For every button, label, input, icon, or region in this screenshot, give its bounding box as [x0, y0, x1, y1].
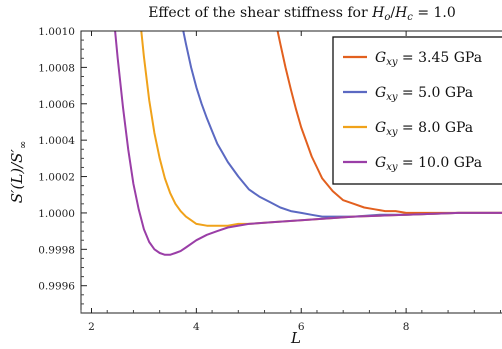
legend-entry-4: Gxy = 10.0 GPa: [375, 155, 482, 173]
x-tick-label: 2: [88, 321, 95, 333]
plot-area: [114, 31, 502, 256]
y-tick-label: 1.0006: [38, 99, 75, 111]
y-tick-label: 1.0010: [38, 26, 75, 38]
x-tick-label: 6: [298, 321, 305, 333]
y-tick-label: 1.0008: [38, 62, 75, 74]
y-tick-label: 0.9998: [38, 244, 75, 256]
x-axis-label: L: [290, 329, 301, 347]
series-line-4: [114, 31, 502, 256]
legend-entry-2: Gxy = 5.0 GPa: [375, 85, 473, 103]
series-layer: [114, 31, 502, 256]
y-axis: 0.9996 0.9998 1.0000 1.0002 1.0004 1.0006 1.00…: [38, 26, 87, 305]
legend: Gxy = 3.45 GPa Gxy = 5.0 GPa Gxy = 8.0 GPa…: [332, 36, 502, 185]
x-tick-label: 8: [403, 321, 410, 333]
chart-title: Effect of the shear stiffness for Ho/Hc …: [148, 5, 456, 23]
legend-box: [332, 36, 502, 185]
x-tick-label: 4: [193, 321, 200, 333]
legend-entry-3: Gxy = 8.0 GPa: [375, 120, 473, 138]
y-axis-label: S′(L)/S′∞: [8, 141, 29, 203]
legend-entry-1: Gxy = 3.45 GPa: [375, 50, 482, 68]
y-tick-label: 1.0000: [38, 208, 75, 220]
y-tick-label: 1.0002: [38, 172, 75, 184]
plot-frame: [80, 30, 502, 314]
y-tick-label: 0.9996: [38, 281, 75, 293]
x-axis: 246810: [80, 31, 502, 333]
series-line-1: [276, 31, 502, 214]
y-tick-label: 1.0004: [38, 135, 75, 147]
